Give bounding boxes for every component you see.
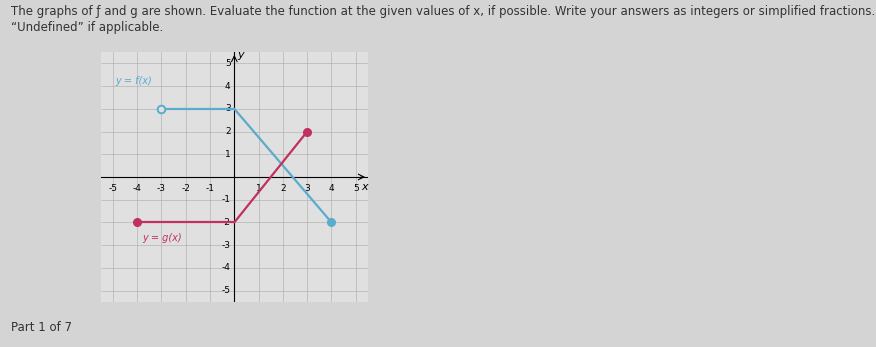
- Text: 1: 1: [256, 184, 262, 193]
- Text: 3: 3: [304, 184, 310, 193]
- Text: y = g(x): y = g(x): [142, 232, 181, 243]
- Text: -4: -4: [222, 263, 230, 272]
- Text: “Undefined” if applicable.: “Undefined” if applicable.: [11, 21, 164, 34]
- Text: 3: 3: [225, 104, 230, 113]
- Text: 2: 2: [280, 184, 286, 193]
- Text: 2: 2: [225, 127, 230, 136]
- Text: -2: -2: [222, 218, 230, 227]
- Text: 1: 1: [225, 150, 230, 159]
- Text: -1: -1: [206, 184, 215, 193]
- Text: 4: 4: [225, 82, 230, 91]
- Text: x: x: [361, 182, 368, 192]
- Text: 4: 4: [328, 184, 335, 193]
- Text: y: y: [237, 50, 244, 60]
- Text: 5: 5: [225, 59, 230, 68]
- Text: -5: -5: [109, 184, 117, 193]
- Text: -5: -5: [222, 286, 230, 295]
- Text: Part 1 of 7: Part 1 of 7: [11, 321, 72, 333]
- Text: 5: 5: [353, 184, 358, 193]
- Text: The graphs of ƒ and g are shown. Evaluate the function at the given values of x,: The graphs of ƒ and g are shown. Evaluat…: [11, 5, 876, 18]
- Text: -4: -4: [133, 184, 142, 193]
- Text: -2: -2: [181, 184, 190, 193]
- Text: -3: -3: [157, 184, 166, 193]
- Text: -1: -1: [222, 195, 230, 204]
- Text: -3: -3: [222, 240, 230, 249]
- Text: y = f(x): y = f(x): [116, 76, 152, 86]
